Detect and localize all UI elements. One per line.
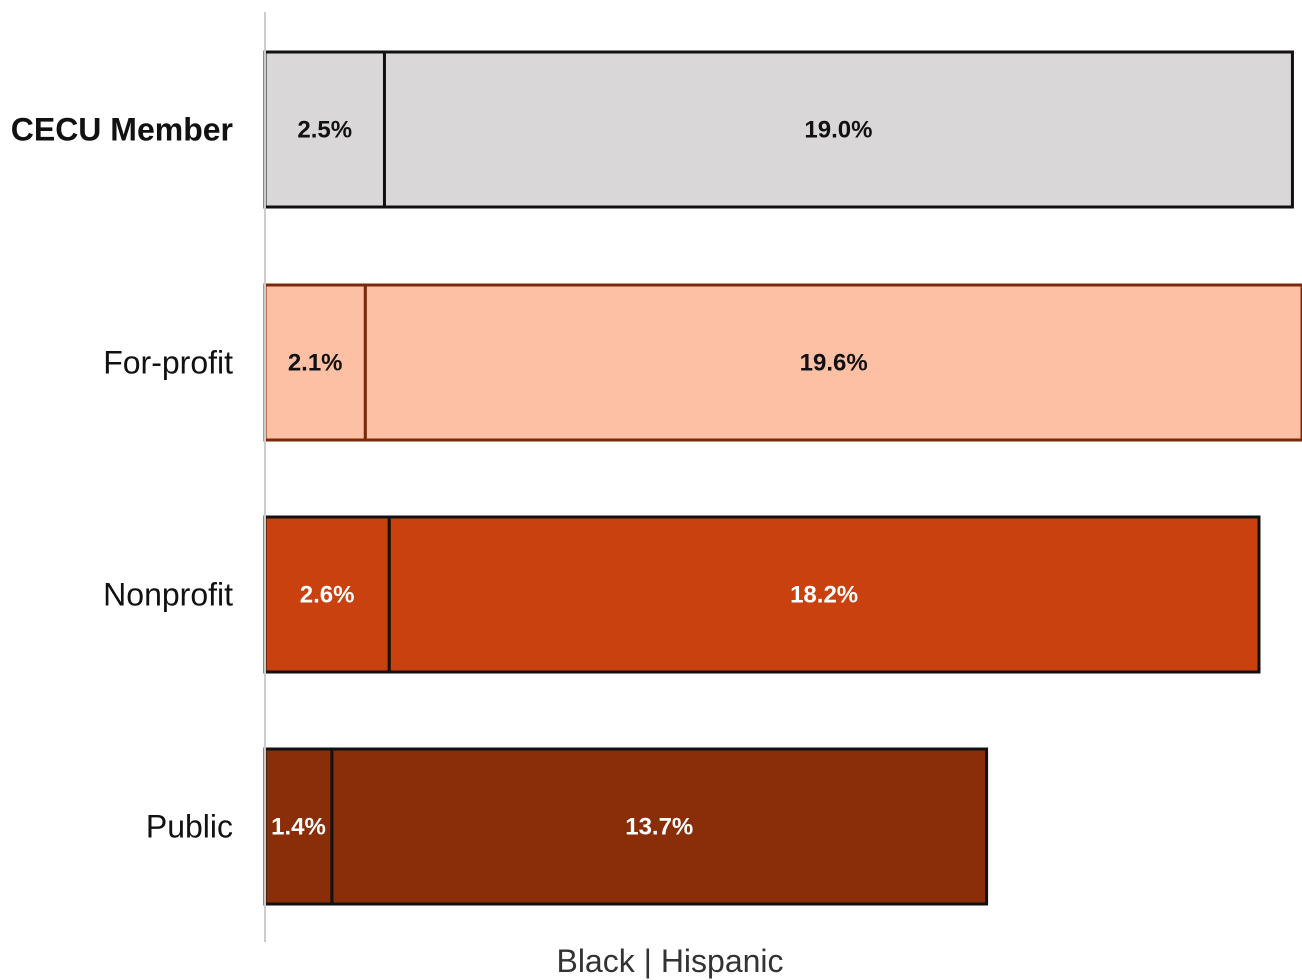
- data-label-cecu-member-segment-1: 2.5%: [297, 117, 352, 144]
- data-label-nonprofit-segment-1: 2.6%: [300, 582, 355, 609]
- data-label-public-segment-2: 13.7%: [625, 814, 693, 841]
- labels-layer: CECU Member 2.5% 19.0% For-profit 2.1% 19.6% N…: [11, 112, 873, 845]
- bars-layer: [263, 50, 1302, 906]
- category-label-cecu-member: CECU Member: [11, 112, 233, 148]
- bar-cecu-member-segment-2: [382, 50, 1294, 209]
- data-label-nonprofit-segment-2: 18.2%: [790, 582, 858, 609]
- category-label-public: Public: [146, 809, 233, 845]
- bar-public-segment-2: [330, 747, 989, 906]
- data-label-public-segment-1: 1.4%: [271, 814, 326, 841]
- bar-public-segment-1: [263, 747, 334, 906]
- bar-nonprofit-segment-2: [387, 515, 1261, 674]
- bar-for-profit-segment-1: [263, 283, 367, 442]
- data-label-for-profit-segment-1: 2.1%: [288, 350, 343, 377]
- bar-for-profit-segment-2: [363, 283, 1302, 442]
- data-label-cecu-member-segment-2: 19.0%: [804, 117, 872, 144]
- category-label-nonprofit: Nonprofit: [103, 577, 233, 613]
- data-label-for-profit-segment-2: 19.6%: [800, 350, 868, 377]
- bar-nonprofit-segment-1: [263, 515, 391, 674]
- category-label-for-profit: For-profit: [103, 345, 233, 381]
- x-axis-title: Black | Hispanic: [556, 943, 783, 979]
- bar-cecu-member-segment-1: [263, 50, 386, 209]
